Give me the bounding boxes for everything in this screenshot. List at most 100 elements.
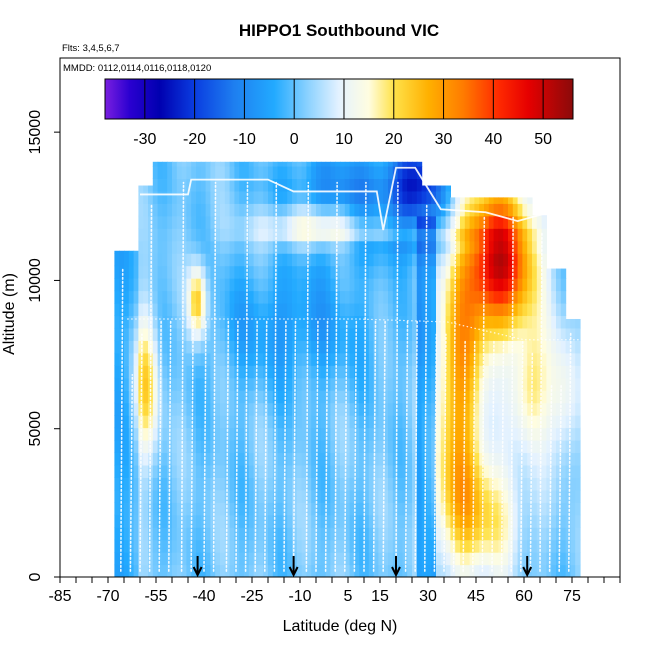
heatmap-cell	[176, 315, 183, 329]
heatmap-cell	[373, 477, 379, 491]
heatmap-cell	[469, 427, 475, 441]
heatmap-cell	[397, 390, 403, 404]
heatmap-cell	[306, 302, 312, 317]
heatmap-cell	[349, 190, 355, 204]
heatmap-cell	[220, 340, 226, 354]
flight-track	[372, 318, 377, 572]
heatmap-cell	[196, 327, 202, 341]
heatmap-cell	[287, 240, 293, 254]
heatmap-cell	[455, 315, 461, 329]
heatmap-cell	[450, 489, 456, 503]
heatmap-cell	[373, 464, 379, 478]
heatmap-cell	[541, 240, 547, 254]
flights-label: Flts: 3,4,5,6,7	[62, 43, 120, 54]
heatmap-cell	[508, 290, 514, 304]
heatmap-cell	[412, 228, 418, 242]
heatmap-cell	[498, 464, 504, 478]
heatmap-cell	[383, 203, 389, 217]
heatmap-cell	[541, 502, 547, 516]
heatmap-cell	[426, 464, 432, 478]
heatmap-cell	[196, 290, 202, 304]
heatmap-cell	[325, 278, 331, 292]
heatmap-cell	[532, 464, 538, 478]
heatmap-cell	[522, 527, 528, 541]
heatmap-cell	[464, 240, 471, 254]
heatmap-cell	[484, 365, 490, 379]
heatmap-cell	[239, 390, 245, 404]
heatmap-cell	[560, 439, 567, 454]
heatmap-cell	[508, 253, 514, 267]
heatmap-cell	[556, 452, 562, 466]
heatmap-cell	[239, 552, 245, 566]
heatmap-cell	[412, 415, 418, 429]
heatmap-cell	[133, 253, 139, 267]
heatmap-cell	[493, 415, 499, 429]
heatmap-cell	[522, 203, 528, 217]
heatmap-cell	[340, 452, 346, 466]
heatmap-cell	[128, 253, 135, 267]
heatmap-cell	[229, 427, 235, 441]
heatmap-cell	[311, 215, 317, 229]
heatmap-cell	[210, 253, 216, 267]
heatmap-cell	[464, 564, 471, 577]
heatmap-cell	[224, 240, 231, 254]
heatmap-cell	[527, 265, 533, 279]
heatmap-cell	[162, 203, 168, 217]
heatmap-cell	[296, 464, 303, 478]
heatmap-cell	[493, 302, 499, 317]
heatmap-cell	[436, 415, 442, 429]
heatmap-cell	[498, 228, 504, 242]
heatmap-cell	[172, 514, 178, 528]
heatmap-cell	[220, 240, 226, 254]
heatmap-cell	[172, 278, 178, 292]
arrow-marker-head	[391, 566, 401, 578]
heatmap-cell	[436, 489, 442, 503]
heatmap-cell	[488, 377, 495, 391]
heatmap-cell	[253, 390, 259, 404]
heatmap-cell	[244, 477, 250, 491]
heatmap-cell	[258, 439, 264, 454]
heatmap-cell	[541, 215, 547, 229]
heatmap-cell	[522, 439, 528, 454]
heatmap-cell	[229, 402, 235, 416]
heatmap-cell	[186, 489, 192, 503]
heatmap-cell	[416, 302, 423, 317]
heatmap-cell	[191, 352, 197, 366]
heatmap-cell	[383, 439, 389, 454]
y-tick-label: 15000	[27, 110, 44, 155]
heatmap-cell	[220, 302, 226, 317]
heatmap-cell	[407, 327, 413, 341]
heatmap-cell	[344, 415, 351, 429]
heatmap-cell	[565, 327, 571, 341]
heatmap-cell	[532, 290, 538, 304]
heatmap-cell	[263, 165, 269, 180]
heatmap-cell	[148, 552, 154, 566]
heatmap-cell	[176, 190, 183, 204]
heatmap-cell	[133, 265, 139, 279]
heatmap-cell	[373, 352, 379, 366]
heatmap-cell	[205, 215, 211, 229]
heatmap-cell	[320, 190, 327, 204]
heatmap-cell	[378, 564, 384, 577]
heatmap-cell	[124, 290, 130, 304]
heatmap-cell	[412, 502, 418, 516]
flight-track	[433, 333, 438, 572]
heatmap-cell	[436, 452, 442, 466]
heatmap-cell	[272, 539, 279, 553]
heatmap-cell	[239, 327, 245, 341]
heatmap-cell	[124, 502, 130, 516]
heatmap-cell	[378, 402, 384, 416]
heatmap-cell	[224, 390, 231, 404]
heatmap-cell	[148, 477, 154, 491]
heatmap-cell	[200, 390, 207, 404]
heatmap-cell	[229, 240, 235, 254]
heatmap-cell	[503, 539, 509, 553]
heatmap-cell	[378, 552, 384, 566]
heatmap-cell	[330, 290, 336, 304]
heatmap-cell	[440, 439, 447, 454]
heatmap-cell	[440, 452, 447, 466]
heatmap-cell	[191, 564, 197, 577]
heatmap-cell	[152, 178, 159, 192]
heatmap-cell	[176, 452, 183, 466]
heatmap-cell	[320, 365, 327, 379]
